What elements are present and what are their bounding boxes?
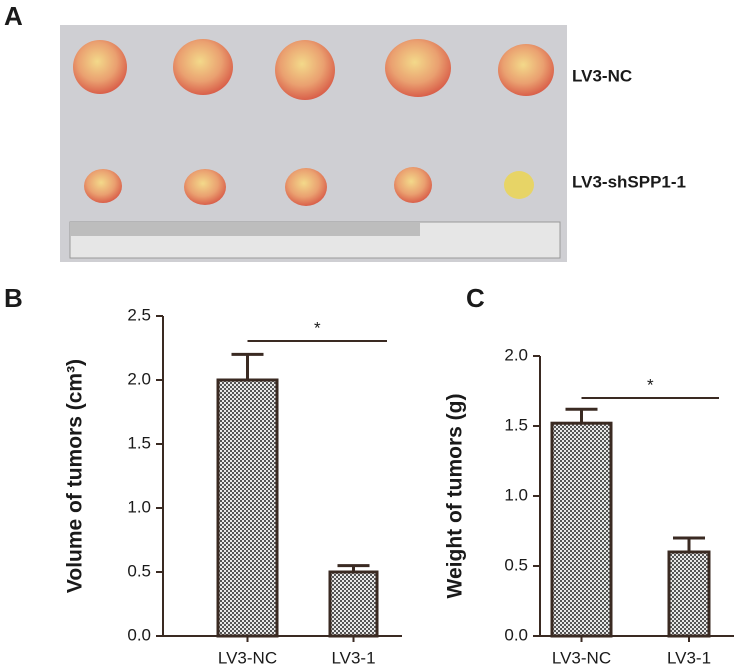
bar bbox=[550, 421, 613, 638]
bar bbox=[667, 550, 711, 638]
y-tick-label: 0.5 bbox=[504, 555, 528, 574]
row-label: LV3-NC bbox=[572, 66, 632, 85]
x-tick-label: LV3-NC bbox=[218, 648, 277, 667]
y-tick-label: 2.0 bbox=[127, 369, 151, 388]
y-axis-label: Weight of tumors (g) bbox=[444, 394, 467, 599]
y-tick-label: 1.0 bbox=[504, 485, 528, 504]
y-tick-label: 2.5 bbox=[127, 305, 151, 324]
y-tick-label: 2.0 bbox=[504, 345, 528, 364]
panel-label: C bbox=[466, 283, 485, 313]
y-tick-label: 1.0 bbox=[127, 497, 151, 516]
y-tick-label: 0.0 bbox=[504, 625, 528, 644]
x-tick-label: LV3-1 bbox=[667, 648, 711, 667]
x-tick-label: LV3-NC bbox=[552, 648, 611, 667]
y-tick-label: 0.5 bbox=[127, 561, 151, 580]
bar bbox=[216, 378, 279, 638]
photo bbox=[60, 25, 567, 262]
y-tick-label: 1.5 bbox=[504, 415, 528, 434]
y-tick-label: 0.0 bbox=[127, 625, 151, 644]
bar bbox=[328, 570, 379, 638]
significance-mark: * bbox=[314, 318, 321, 337]
x-tick-label: LV3-1 bbox=[331, 648, 375, 667]
y-axis-label: Volume of tumors (cm³) bbox=[64, 359, 87, 593]
y-tick-label: 1.5 bbox=[127, 433, 151, 452]
row-label: LV3-shSPP1-1 bbox=[572, 172, 686, 191]
significance-mark: * bbox=[647, 375, 654, 394]
panel-label: B bbox=[4, 283, 23, 313]
panel-label: A bbox=[4, 1, 23, 31]
